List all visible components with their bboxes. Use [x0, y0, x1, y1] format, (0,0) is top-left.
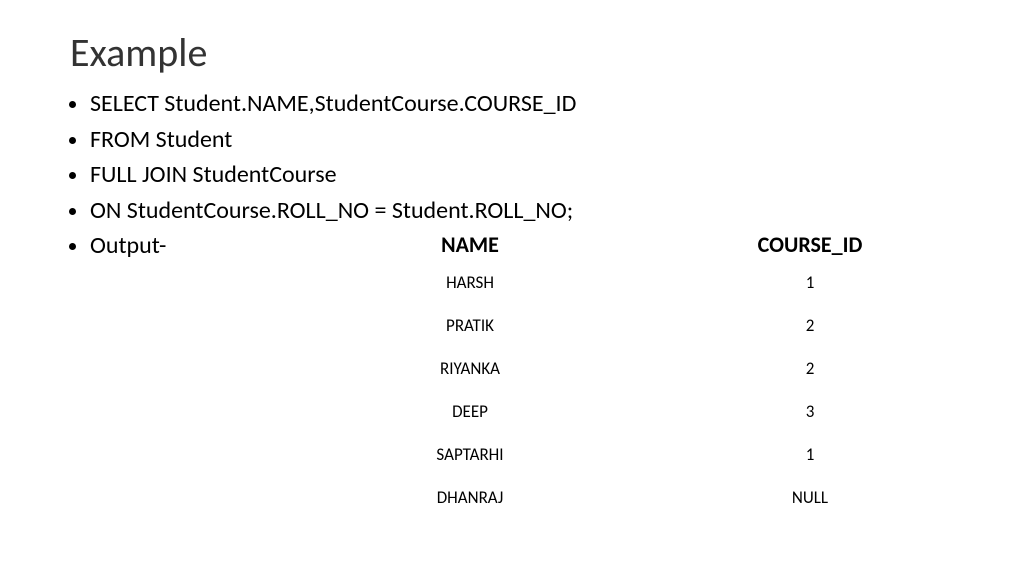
cell-courseid: 2	[640, 315, 980, 336]
cell-name: RIYANKA	[300, 358, 640, 379]
bullet-item: FROM Student	[90, 123, 954, 157]
slide: Example SELECT Student.NAME,StudentCours…	[0, 0, 1024, 508]
cell-name: PRATIK	[300, 315, 640, 336]
table-row: DEEP 3	[300, 401, 980, 422]
cell-courseid: 3	[640, 401, 980, 422]
bullet-item: ON StudentCourse.ROLL_NO = Student.ROLL_…	[90, 194, 954, 228]
table-row: RIYANKA 2	[300, 358, 980, 379]
cell-courseid: 2	[640, 358, 980, 379]
cell-name: SAPTARHI	[300, 444, 640, 465]
cell-courseid: 1	[640, 272, 980, 293]
table-header-row: NAME COURSE_ID	[300, 231, 980, 258]
column-header-name: NAME	[300, 231, 640, 258]
cell-name: DHANRAJ	[300, 487, 640, 508]
bullet-item: FULL JOIN StudentCourse	[90, 158, 954, 192]
cell-name: HARSH	[300, 272, 640, 293]
table-row: HARSH 1	[300, 272, 980, 293]
table-row: SAPTARHI 1	[300, 444, 980, 465]
column-header-courseid: COURSE_ID	[640, 231, 980, 258]
cell-courseid: NULL	[640, 487, 980, 508]
cell-courseid: 1	[640, 444, 980, 465]
output-table: NAME COURSE_ID HARSH 1 PRATIK 2 RIYANKA …	[300, 231, 980, 508]
cell-name: DEEP	[300, 401, 640, 422]
slide-title: Example	[70, 28, 954, 77]
table-row: DHANRAJ NULL	[300, 487, 980, 508]
bullet-item: SELECT Student.NAME,StudentCourse.COURSE…	[90, 87, 954, 121]
table-row: PRATIK 2	[300, 315, 980, 336]
